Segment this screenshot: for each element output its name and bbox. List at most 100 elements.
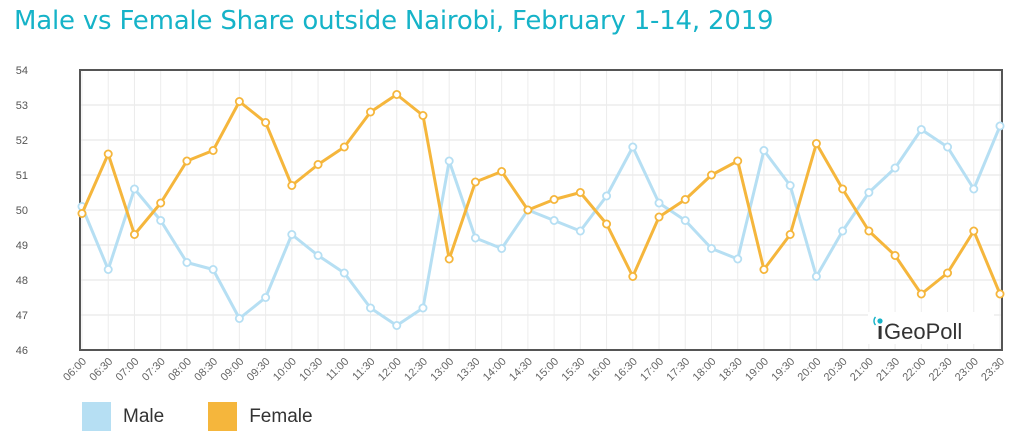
data-point-female[interactable]	[366, 107, 376, 117]
grid	[80, 69, 1002, 351]
data-point-male[interactable]	[549, 215, 559, 225]
data-point-female[interactable]	[208, 145, 218, 155]
data-point-male[interactable]	[602, 191, 612, 201]
data-point-female[interactable]	[654, 212, 664, 222]
data-point-female[interactable]	[785, 229, 795, 239]
x-tick-label: 13:00	[428, 356, 456, 384]
data-point-male[interactable]	[733, 254, 743, 264]
legend-item-male[interactable]: Male	[82, 402, 164, 431]
legend-label-male: Male	[123, 405, 165, 427]
data-point-male[interactable]	[811, 271, 821, 281]
data-point-male[interactable]	[864, 187, 874, 197]
series-layer	[77, 90, 1005, 330]
data-point-female[interactable]	[706, 170, 716, 180]
data-point-male[interactable]	[234, 313, 244, 323]
data-point-male[interactable]	[916, 125, 926, 135]
data-point-male[interactable]	[339, 268, 349, 278]
data-point-female[interactable]	[392, 90, 402, 100]
data-point-female[interactable]	[444, 254, 454, 264]
x-tick-label: 12:00	[376, 356, 404, 384]
data-point-female[interactable]	[864, 226, 874, 236]
data-point-male[interactable]	[392, 320, 402, 330]
data-point-male[interactable]	[366, 303, 376, 313]
legend-item-female[interactable]: Female	[208, 402, 313, 431]
data-point-male[interactable]	[497, 243, 507, 253]
data-point-male[interactable]	[995, 121, 1005, 131]
x-tick-label: 18:30	[717, 356, 745, 384]
x-tick-label: 22:00	[900, 356, 928, 384]
data-point-male[interactable]	[287, 229, 297, 239]
data-point-female[interactable]	[916, 289, 926, 299]
x-tick-label: 21:00	[848, 356, 876, 384]
data-point-male[interactable]	[182, 257, 192, 267]
data-point-male[interactable]	[129, 184, 139, 194]
data-point-female[interactable]	[313, 159, 323, 169]
data-point-female[interactable]	[261, 118, 271, 128]
x-tick-label: 10:30	[297, 356, 325, 384]
data-point-female[interactable]	[470, 177, 480, 187]
data-point-male[interactable]	[313, 250, 323, 260]
y-tick-label: 50	[16, 205, 28, 217]
data-point-female[interactable]	[759, 264, 769, 274]
data-point-male[interactable]	[706, 243, 716, 253]
data-point-female[interactable]	[156, 198, 166, 208]
data-point-female[interactable]	[575, 187, 585, 197]
data-point-male[interactable]	[838, 226, 848, 236]
x-tick-label: 19:30	[769, 356, 797, 384]
y-tick-label: 48	[16, 275, 28, 287]
data-point-female[interactable]	[77, 208, 87, 218]
x-tick-label: 06:30	[87, 356, 115, 384]
data-point-female[interactable]	[811, 138, 821, 148]
data-point-female[interactable]	[234, 97, 244, 107]
legend-swatch-female	[208, 402, 238, 431]
data-point-female[interactable]	[602, 219, 612, 229]
data-point-female[interactable]	[103, 149, 113, 159]
data-point-female[interactable]	[287, 180, 297, 190]
data-point-female[interactable]	[182, 156, 192, 166]
x-tick-label: 11:00	[324, 356, 351, 383]
y-tick-label: 46	[16, 345, 28, 357]
geopoll-logo: GeoPoll	[868, 312, 994, 344]
data-point-male[interactable]	[785, 180, 795, 190]
data-point-female[interactable]	[549, 194, 559, 204]
data-point-female[interactable]	[129, 229, 139, 239]
y-tick-label: 49	[16, 240, 28, 252]
data-point-female[interactable]	[890, 250, 900, 260]
x-tick-label: 23:30	[979, 356, 1007, 384]
y-tick-label: 47	[16, 310, 28, 322]
data-point-female[interactable]	[523, 205, 533, 215]
legend-swatch-male	[82, 402, 111, 431]
data-point-male[interactable]	[943, 142, 953, 152]
data-point-male[interactable]	[654, 198, 664, 208]
data-point-female[interactable]	[733, 156, 743, 166]
data-point-female[interactable]	[418, 111, 428, 121]
data-point-male[interactable]	[759, 145, 769, 155]
data-point-male[interactable]	[969, 184, 979, 194]
data-point-female[interactable]	[969, 226, 979, 236]
series-line-female	[80, 93, 1002, 296]
series-line-male	[80, 125, 1002, 327]
x-tick-label: 14:00	[481, 356, 509, 384]
data-point-male[interactable]	[890, 163, 900, 173]
y-tick-label: 54	[16, 65, 28, 77]
data-point-female[interactable]	[995, 289, 1005, 299]
x-tick-label: 13:30	[455, 356, 483, 384]
x-tick-label: 09:00	[219, 356, 247, 384]
data-point-female[interactable]	[680, 194, 690, 204]
data-point-female[interactable]	[943, 268, 953, 278]
data-point-female[interactable]	[497, 166, 507, 176]
data-point-male[interactable]	[470, 233, 480, 243]
data-point-male[interactable]	[208, 264, 218, 274]
data-point-male[interactable]	[444, 156, 454, 166]
data-point-male[interactable]	[103, 264, 113, 274]
data-point-male[interactable]	[575, 226, 585, 236]
data-point-female[interactable]	[838, 184, 848, 194]
data-point-male[interactable]	[680, 215, 690, 225]
x-tick-label: 20:00	[796, 356, 824, 384]
data-point-male[interactable]	[261, 292, 271, 302]
data-point-male[interactable]	[628, 142, 638, 152]
data-point-male[interactable]	[418, 303, 428, 313]
data-point-female[interactable]	[628, 271, 638, 281]
data-point-female[interactable]	[339, 142, 349, 152]
data-point-male[interactable]	[156, 215, 166, 225]
